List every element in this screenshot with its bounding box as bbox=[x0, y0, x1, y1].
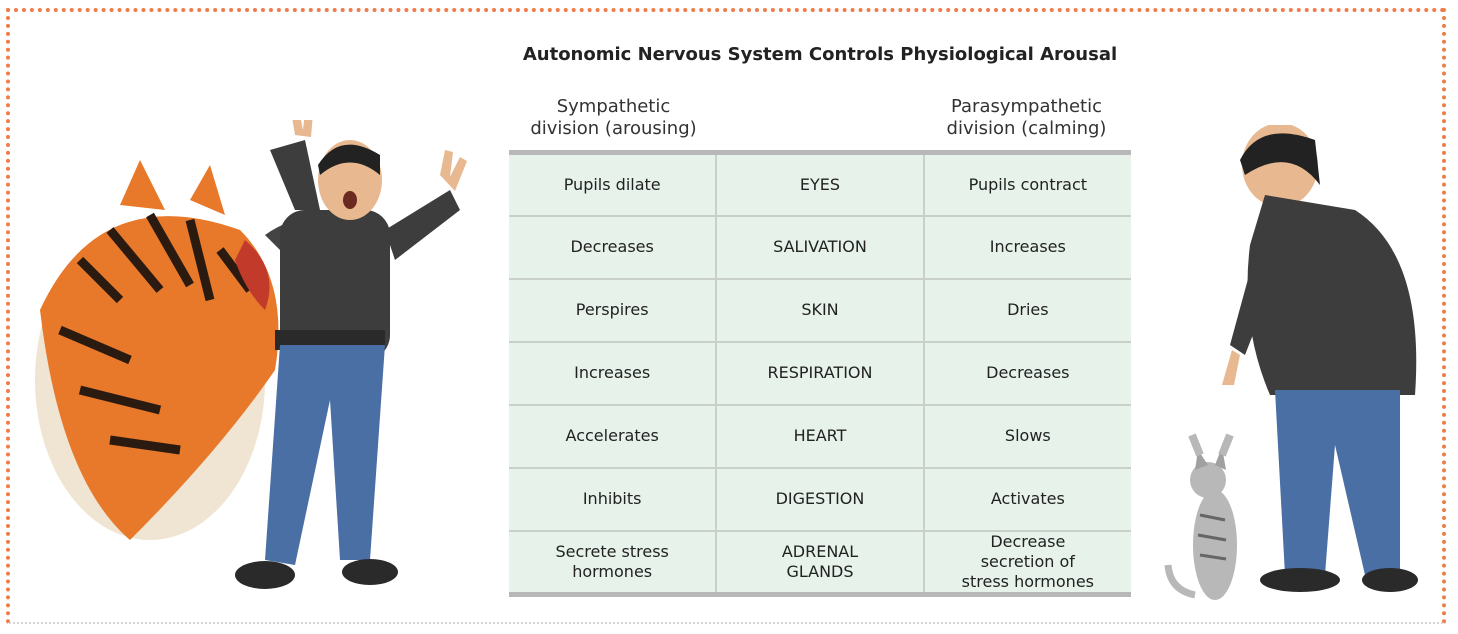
organ: EYES bbox=[715, 152, 925, 217]
calm-man-and-cat bbox=[1164, 125, 1418, 600]
organ: ADRENAL GLANDS bbox=[715, 530, 925, 595]
arousal-table: Pupils dilate EYES Pupils contract Decrease… bbox=[509, 150, 1131, 597]
table-row: Accelerates HEART Slows bbox=[509, 404, 1131, 469]
dotted-frame bbox=[6, 8, 1446, 624]
organ: DIGESTION bbox=[715, 467, 925, 532]
table-row: Perspires SKIN Dries bbox=[509, 278, 1131, 343]
sympathetic-effect: Increases bbox=[509, 341, 718, 406]
sympathetic-header: Sympathetic division (arousing) bbox=[530, 96, 697, 139]
organ: HEART bbox=[715, 404, 925, 469]
parasympathetic-effect: Increases bbox=[922, 215, 1131, 280]
table-row: Decreases SALIVATION Increases bbox=[509, 215, 1131, 280]
sympathetic-effect: Pupils dilate bbox=[509, 152, 718, 217]
table-row: Increases RESPIRATION Decreases bbox=[509, 341, 1131, 406]
table-row: Inhibits DIGESTION Activates bbox=[509, 467, 1131, 532]
sympathetic-effect: Decreases bbox=[509, 215, 718, 280]
parasympathetic-header: Parasympathetic division (calming) bbox=[946, 96, 1107, 139]
parasympathetic-effect: Slows bbox=[922, 404, 1131, 469]
parasympathetic-effect: Decrease secretion of stress hormones bbox=[922, 530, 1131, 595]
organ: SALIVATION bbox=[715, 215, 925, 280]
sympathetic-effect: Accelerates bbox=[509, 404, 718, 469]
organ: RESPIRATION bbox=[715, 341, 925, 406]
sympathetic-effect: Perspires bbox=[509, 278, 718, 343]
figure-title: Autonomic Nervous System Controls Physio… bbox=[522, 44, 1118, 65]
parasympathetic-effect: Pupils contract bbox=[922, 152, 1131, 217]
parasympathetic-effect: Dries bbox=[922, 278, 1131, 343]
table-row: Secrete stress hormones ADRENAL GLANDS Dec… bbox=[509, 530, 1131, 595]
sympathetic-effect: Secrete stress hormones bbox=[509, 530, 718, 595]
table-row: Pupils dilate EYES Pupils contract bbox=[509, 152, 1131, 217]
organ: SKIN bbox=[715, 278, 925, 343]
parasympathetic-effect: Decreases bbox=[922, 341, 1131, 406]
scared-man-and-tiger bbox=[35, 120, 467, 589]
sympathetic-effect: Inhibits bbox=[509, 467, 718, 532]
parasympathetic-effect: Activates bbox=[922, 467, 1131, 532]
